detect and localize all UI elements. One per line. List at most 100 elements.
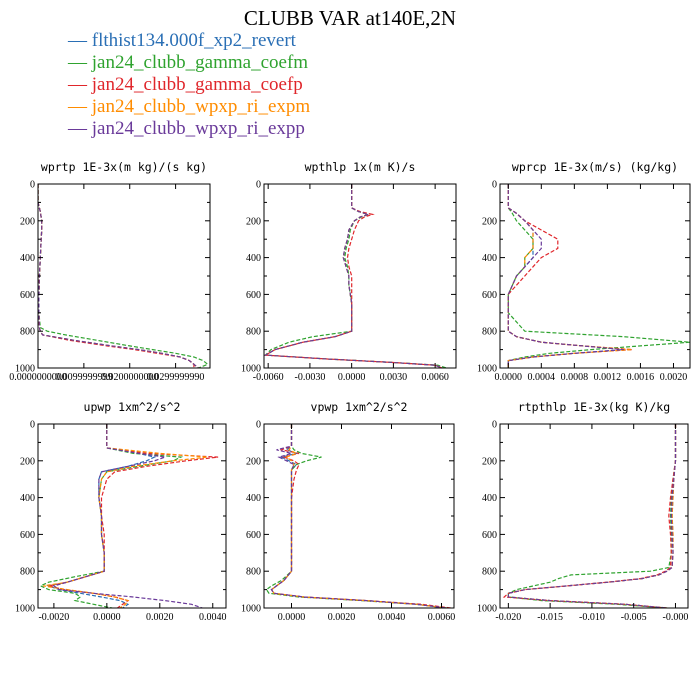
series-line [502, 424, 677, 608]
x-tick-label: 0.0060 [428, 612, 456, 623]
y-tick-label: 1000 [15, 604, 35, 615]
x-tick-label: 0.0000 [495, 372, 523, 383]
series-line [507, 184, 633, 368]
plot-frame [37, 183, 211, 369]
legend: — flthist134.000f_xp2_revert — jan24_clu… [68, 30, 310, 140]
series-line [507, 424, 677, 608]
plot-frame [499, 423, 689, 609]
y-tick-label: 600 [20, 530, 35, 541]
y-tick-label: 600 [246, 530, 261, 541]
y-tick-label: 800 [482, 567, 497, 578]
y-tick-label: 0 [492, 180, 497, 191]
y-tick-label: 200 [482, 456, 497, 467]
chart-panel: vpwp 1xm^2/s^2 0 200 400 600 800 1000 0.0000 0.0… [241, 400, 455, 623]
series-line [264, 184, 447, 368]
page-title: CLUBB VAR at140E,2N [243, 6, 457, 30]
legend-label: jan24_clubb_wpxp_ri_expp [91, 118, 305, 139]
legend-marker: — [68, 52, 87, 73]
y-tick-label: 0 [256, 180, 261, 191]
y-tick-label: 600 [482, 290, 497, 301]
chart-panel: upwp 1xm^2/s^2 0 200 400 600 800 1000-0.0020 0.… [15, 400, 227, 623]
legend-label: flthist134.000f_xp2_revert [91, 30, 296, 51]
x-tick-label: -0.010 [579, 612, 605, 623]
series-line [52, 424, 203, 608]
y-tick-label: 200 [482, 216, 497, 227]
x-tick-label: 0.0200000000 [101, 372, 159, 383]
legend-label: jan24_clubb_gamma_coefm [91, 52, 309, 73]
x-tick-label: 0.0060 [421, 372, 449, 383]
x-tick-label: 0.0000000000 [9, 372, 67, 383]
x-tick-label: 0.0008 [561, 372, 589, 383]
y-tick-label: 1000 [15, 364, 35, 375]
y-tick-label: 1000 [477, 604, 497, 615]
chart-title: wprcp 1E-3x(m/s) (kg/kg) [512, 160, 678, 174]
x-tick-label: 0.0020 [328, 612, 356, 623]
x-tick-label: 0.0099999999 [55, 372, 113, 383]
x-tick-label: 0.0016 [627, 372, 655, 383]
y-tick-label: 800 [246, 327, 261, 338]
legend-label: jan24_clubb_gamma_coefp [91, 74, 303, 95]
y-tick-label: 400 [20, 253, 35, 264]
series-line [507, 184, 624, 368]
chart-title: wpthlp 1x(m K)/s [305, 160, 416, 174]
x-tick-label: 0.0299999990 [147, 372, 205, 383]
chart-panel: wprcp 1E-3x(m/s) (kg/kg) 0 200 400 600 800 100… [477, 160, 691, 383]
series-line [507, 424, 677, 608]
x-tick-label: 0.0000 [93, 612, 121, 623]
y-tick-label: 400 [482, 253, 497, 264]
y-tick-label: 0 [30, 180, 35, 191]
series-line [38, 184, 209, 368]
x-tick-label: 0.0012 [594, 372, 622, 383]
y-tick-label: 200 [20, 456, 35, 467]
series-line [46, 424, 157, 608]
y-tick-label: 1000 [477, 364, 497, 375]
legend-label: jan24_clubb_wpxp_ri_expm [91, 96, 311, 117]
legend-marker: — [68, 30, 87, 51]
y-tick-label: 600 [20, 290, 35, 301]
x-tick-label: -0.015 [537, 612, 563, 623]
y-tick-label: 200 [246, 456, 261, 467]
y-tick-label: 600 [246, 290, 261, 301]
y-tick-label: 800 [246, 567, 261, 578]
y-tick-label: 400 [20, 493, 35, 504]
y-tick-label: 1000 [241, 364, 261, 375]
legend-item: — flthist134.000f_xp2_revert [68, 30, 310, 52]
legend-marker: — [68, 118, 87, 139]
series-line [38, 184, 199, 368]
y-tick-label: 800 [482, 327, 497, 338]
chart-panel: wpthlp 1x(m K)/s 0 200 400 600 800 1000-0.0060… [241, 160, 457, 383]
series-line [39, 424, 184, 608]
legend-marker: — [68, 96, 87, 117]
x-tick-label: 0.0004 [528, 372, 556, 383]
legend-marker: — [68, 74, 87, 95]
x-tick-label: 0.0000 [338, 372, 366, 383]
y-tick-label: 400 [246, 253, 261, 264]
y-tick-label: 400 [482, 493, 497, 504]
chart-title: wprtp 1E-3x(m kg)/(s kg) [41, 160, 207, 174]
x-tick-label: 0.0020 [660, 372, 688, 383]
legend-item: — jan24_clubb_wpxp_ri_expp [68, 118, 310, 140]
y-tick-label: 200 [246, 216, 261, 227]
series-line [507, 184, 690, 368]
x-tick-label: -0.005 [621, 612, 647, 623]
series-line [38, 184, 199, 368]
series-line [38, 184, 195, 368]
series-line [507, 184, 624, 368]
series-line [507, 424, 677, 608]
x-tick-label: 0.0040 [199, 612, 227, 623]
x-tick-label: -0.0030 [294, 372, 325, 383]
series-line [264, 184, 443, 368]
x-tick-label: 0.0000 [278, 612, 306, 623]
x-tick-label: -0.0020 [38, 612, 69, 623]
y-tick-label: 400 [246, 493, 261, 504]
chart-title: rtpthlp 1E-3x(kg K)/kg [518, 400, 670, 414]
y-tick-label: 800 [20, 327, 35, 338]
y-tick-label: 1000 [241, 604, 261, 615]
legend-item: — jan24_clubb_gamma_coefp [68, 74, 310, 96]
legend-item: — jan24_clubb_wpxp_ri_expm [68, 96, 310, 118]
x-tick-label: 0.0030 [380, 372, 408, 383]
x-tick-label: 0.0020 [146, 612, 174, 623]
y-tick-label: 0 [30, 420, 35, 431]
x-tick-label: 0.0040 [378, 612, 406, 623]
chart-title: vpwp 1xm^2/s^2 [311, 400, 408, 414]
